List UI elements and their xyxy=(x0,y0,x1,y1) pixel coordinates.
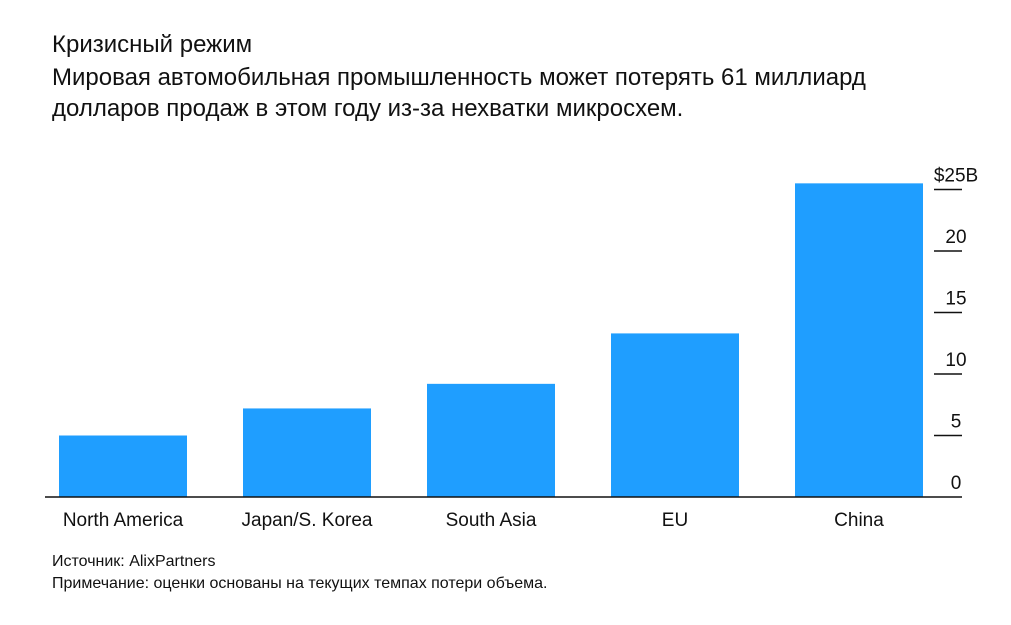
chart-subtitle: Мировая автомобильная промышленность мож… xyxy=(52,64,866,122)
bar-china xyxy=(795,183,923,497)
x-tick-label: South Asia xyxy=(446,510,537,531)
y-tick-label: 0 xyxy=(951,473,962,494)
bar-north-america xyxy=(59,435,187,497)
x-tick-label: China xyxy=(834,510,884,531)
y-tick-label: 5 xyxy=(951,412,962,433)
x-tick-label: EU xyxy=(662,510,688,531)
bar-eu xyxy=(611,333,739,497)
y-axis: 0 5 10 15 20 $25B xyxy=(934,166,978,495)
bar-japan-s-korea xyxy=(243,408,371,497)
y-tick-label: 20 xyxy=(945,227,966,248)
y-tick-label: 10 xyxy=(945,350,966,371)
x-tick-label: Japan/S. Korea xyxy=(242,510,373,531)
source-note: Источник: AlixPartners xyxy=(52,553,216,570)
footnote: Примечание: оценки основаны на текущих т… xyxy=(52,575,548,592)
x-tick-label: North America xyxy=(63,510,184,531)
bar-south-asia xyxy=(427,383,555,497)
bars-group xyxy=(59,183,923,497)
x-axis-labels: North America Japan/S. Korea South Asia EU C… xyxy=(63,510,884,531)
y-tick-label: 15 xyxy=(945,289,966,310)
y-tick-label: $25B xyxy=(934,166,978,187)
chart-title: Кризисный режим xyxy=(52,31,253,58)
